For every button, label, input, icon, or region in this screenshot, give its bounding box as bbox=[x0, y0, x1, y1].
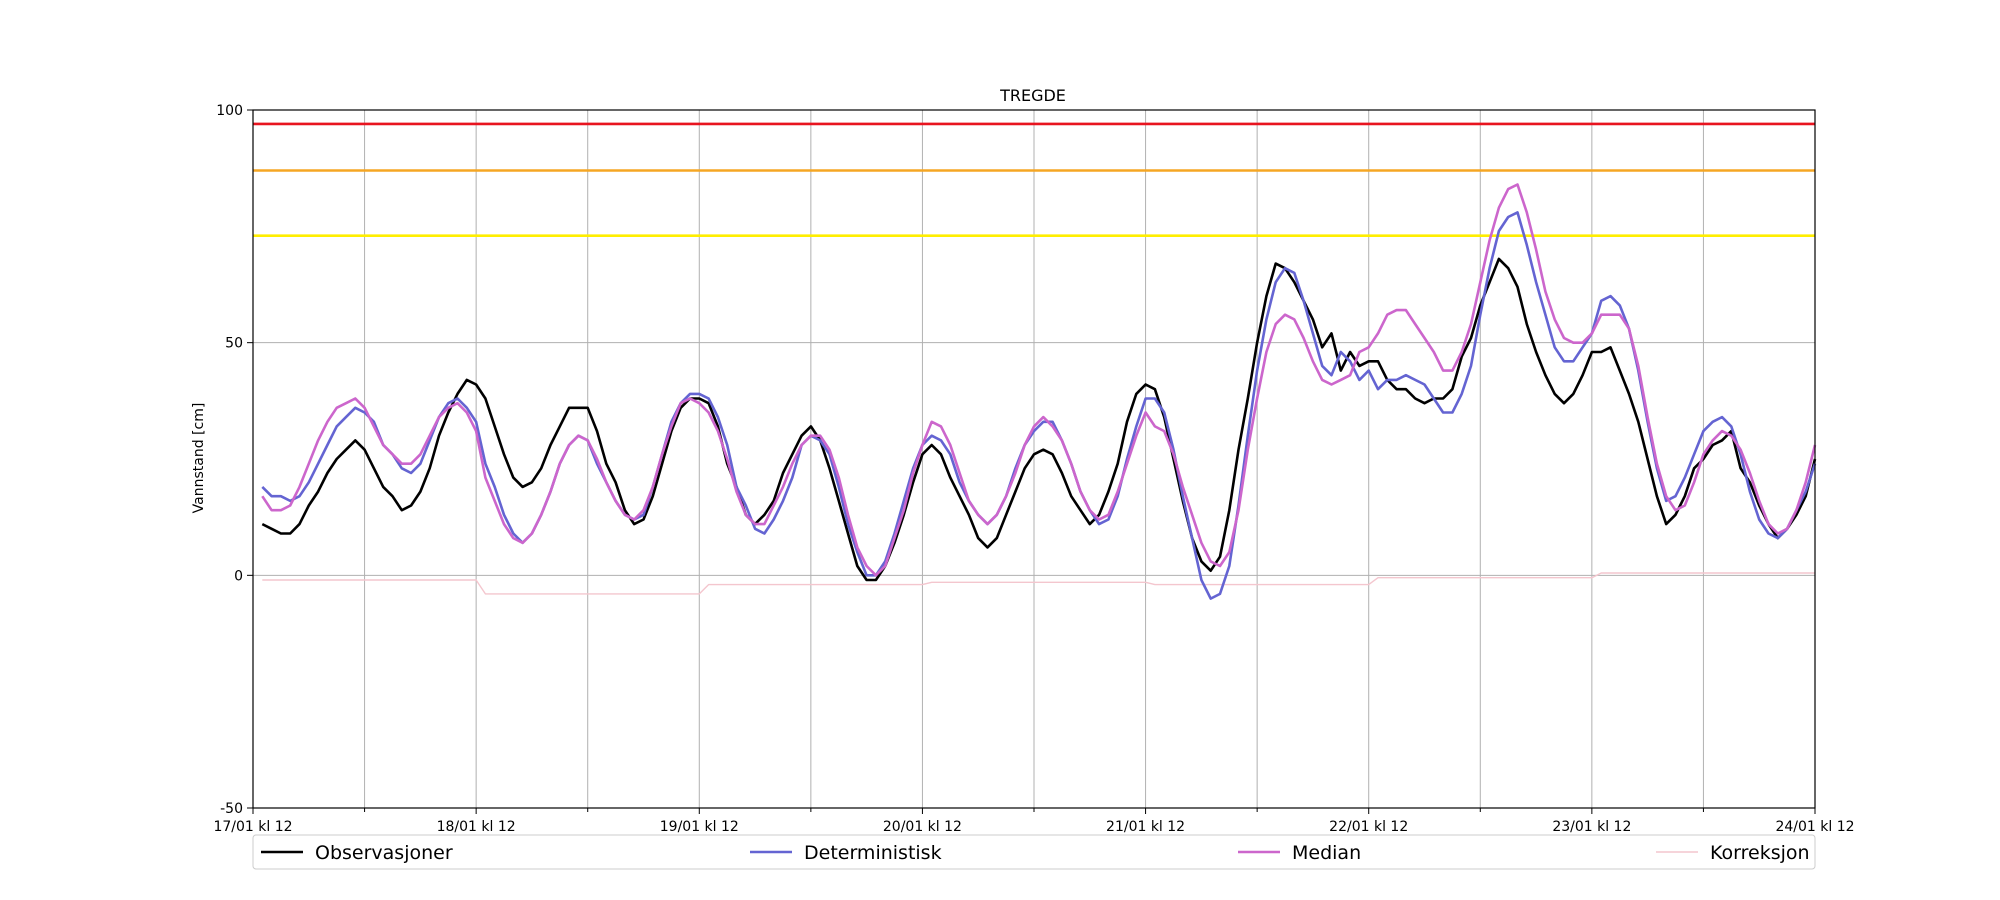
y-tick-label: 50 bbox=[225, 336, 243, 352]
threshold-layer bbox=[253, 122, 1815, 237]
x-tick-label: 24/01 kl 12 bbox=[1775, 819, 1854, 835]
x-tick-label: 19/01 kl 12 bbox=[660, 819, 739, 835]
series-line-observasjoner bbox=[261, 257, 1817, 582]
legend-label: Korreksjon bbox=[1710, 842, 1810, 864]
y-tick-label: -50 bbox=[220, 801, 243, 817]
x-tick-label: 20/01 kl 12 bbox=[883, 819, 962, 835]
series-layer bbox=[261, 183, 1817, 600]
legend-label: Median bbox=[1292, 842, 1361, 864]
y-tick-label: 100 bbox=[216, 103, 243, 119]
x-tick-label: 23/01 kl 12 bbox=[1552, 819, 1631, 835]
y-axis-title: Vannstand [cm] bbox=[191, 403, 207, 514]
chart-title: TREGDE bbox=[999, 86, 1066, 105]
x-tick-label: 18/01 kl 12 bbox=[437, 819, 516, 835]
series-line-korreksjon bbox=[262, 572, 1815, 595]
series-line-median bbox=[261, 183, 1817, 577]
x-tick-label: 22/01 kl 12 bbox=[1329, 819, 1408, 835]
x-tick-label: 17/01 kl 12 bbox=[213, 819, 292, 835]
legend-frame bbox=[252, 834, 1816, 870]
legend-label: Deterministisk bbox=[804, 842, 942, 864]
tick-layer: 17/01 kl 12 18/01 kl 12 19/01 kl 12 20/01 k… bbox=[213, 103, 1854, 835]
legend-label: Observasjoner bbox=[315, 842, 453, 864]
y-tick-label: 0 bbox=[234, 568, 243, 584]
legend: Observasjoner Deterministisk Median Korreks… bbox=[252, 834, 1816, 870]
x-tick-label: 21/01 kl 12 bbox=[1106, 819, 1185, 835]
